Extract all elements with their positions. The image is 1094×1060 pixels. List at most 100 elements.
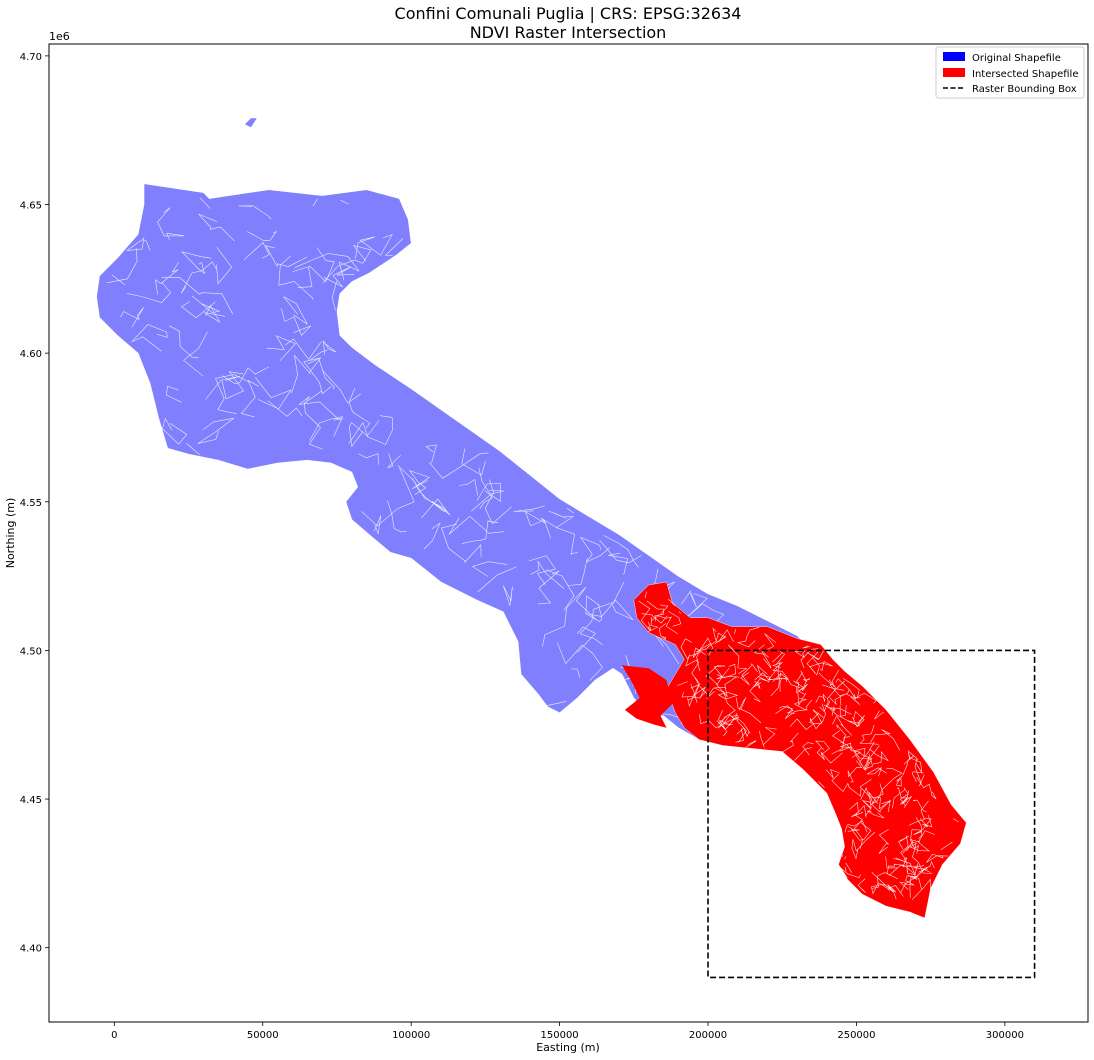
intersected-border-line xyxy=(871,872,897,893)
original-border-line xyxy=(579,536,611,563)
intersected-border-line xyxy=(816,747,843,764)
original-border-line xyxy=(477,566,517,593)
y-axis-label: Northing (m) xyxy=(4,498,17,569)
original-border-line xyxy=(285,338,322,360)
intersected-border-line xyxy=(913,817,932,836)
intersected-border-line xyxy=(795,672,806,695)
intersected-border-line xyxy=(835,678,857,700)
original-border-line xyxy=(441,523,482,563)
y-tick-label: 4.70 xyxy=(20,52,42,63)
original-border-line xyxy=(448,515,504,535)
intersected-border-line xyxy=(909,830,935,852)
y-tick-label: 4.60 xyxy=(20,349,42,360)
intersected-border-line xyxy=(738,696,747,710)
intersected-border-line xyxy=(687,684,708,701)
original-border-line xyxy=(484,479,512,525)
intersected-border-line xyxy=(870,729,900,751)
intersected-border-line xyxy=(839,746,873,770)
intersected-border-line xyxy=(851,831,876,860)
original-border-line xyxy=(331,280,338,311)
intersected-border-line xyxy=(902,857,911,868)
intersected-border-line xyxy=(839,689,850,706)
original-border-line xyxy=(530,560,565,590)
original-border-line xyxy=(216,247,233,285)
original-border-line xyxy=(303,357,332,395)
intersected-border-line xyxy=(823,704,836,716)
intersected-border-line xyxy=(871,872,898,889)
intersected-border-line xyxy=(759,730,765,748)
intersected-border-line xyxy=(735,697,762,724)
chart-title-line2: NDVI Raster Intersection xyxy=(470,23,667,42)
intersected-border-line xyxy=(907,750,923,773)
intersected-border-line xyxy=(746,740,757,748)
intersected-border-line xyxy=(847,715,865,727)
intersected-border-line xyxy=(753,644,772,669)
y-tick-label: 4.50 xyxy=(20,646,42,657)
original-border-line xyxy=(348,388,371,429)
original-border-line xyxy=(183,331,208,377)
original-border-line xyxy=(408,469,430,495)
y-offset-label: 1e6 xyxy=(49,30,70,43)
original-border-line xyxy=(547,701,567,706)
intersected-border-line xyxy=(717,712,740,729)
original-border-line xyxy=(355,234,393,259)
intersected-border-line xyxy=(862,745,880,770)
original-border-line xyxy=(542,586,597,647)
original-border-line xyxy=(568,557,588,586)
original-border-line xyxy=(221,371,245,400)
original-border-line xyxy=(599,540,642,564)
intersected-border-line xyxy=(794,747,813,761)
original-border-line xyxy=(106,248,138,284)
original-border-line xyxy=(283,296,308,325)
original-border-line xyxy=(478,467,493,509)
intersected-border-line xyxy=(644,591,647,599)
intersected-border-line xyxy=(789,718,814,731)
intersected-border-line xyxy=(716,667,739,680)
original-border-line xyxy=(131,324,168,352)
intersected-border-line xyxy=(761,633,777,658)
intersected-border-line xyxy=(895,775,903,787)
y-tick-label: 4.45 xyxy=(20,795,42,806)
intersected-municipal-borders xyxy=(638,591,959,900)
intersected-border-line xyxy=(878,829,889,854)
intersected-border-line xyxy=(678,611,682,614)
intersected-border-line xyxy=(847,822,872,841)
original-border-line xyxy=(169,325,199,359)
y-axis: 4.40 4.45 4.50 4.55 4.60 4.65 4.70 xyxy=(20,52,49,955)
original-border-line xyxy=(292,247,335,283)
intersected-border-line xyxy=(822,684,845,691)
original-border-line xyxy=(303,390,323,450)
intersected-border-line xyxy=(831,736,851,755)
intersected-border-line xyxy=(696,632,726,652)
x-tick-label: 200000 xyxy=(689,1030,727,1041)
original-border-line xyxy=(166,385,182,403)
original-border-line xyxy=(255,377,292,410)
original-border-line xyxy=(291,354,311,394)
original-border-line xyxy=(157,207,185,241)
y-tick-label: 4.55 xyxy=(20,498,42,509)
original-border-line xyxy=(374,515,382,535)
original-border-line xyxy=(240,379,259,418)
original-border-line xyxy=(198,213,235,242)
intersected-border-line xyxy=(896,787,910,799)
intersected-border-line xyxy=(692,637,714,659)
intersected-border-line xyxy=(681,692,694,708)
original-border-line xyxy=(161,277,234,315)
intersected-border-line xyxy=(832,715,853,736)
original-border-line xyxy=(555,516,578,555)
original-border-line xyxy=(387,453,401,469)
intersected-border-line xyxy=(736,627,760,648)
original-border-line xyxy=(180,301,216,319)
intersected-border-line xyxy=(690,677,706,699)
legend-label-intersected: Intersected Shapefile xyxy=(972,69,1078,80)
original-border-line xyxy=(423,522,441,550)
original-border-line xyxy=(126,236,151,252)
original-border-line xyxy=(312,198,318,207)
map-layer xyxy=(96,118,1036,979)
original-border-line xyxy=(513,505,545,512)
x-tick-label: 300000 xyxy=(986,1030,1024,1041)
intersected-border-line xyxy=(859,724,879,745)
intersected-border-line xyxy=(809,660,833,674)
original-border-line xyxy=(476,483,502,502)
intersected-border-line xyxy=(899,790,912,809)
